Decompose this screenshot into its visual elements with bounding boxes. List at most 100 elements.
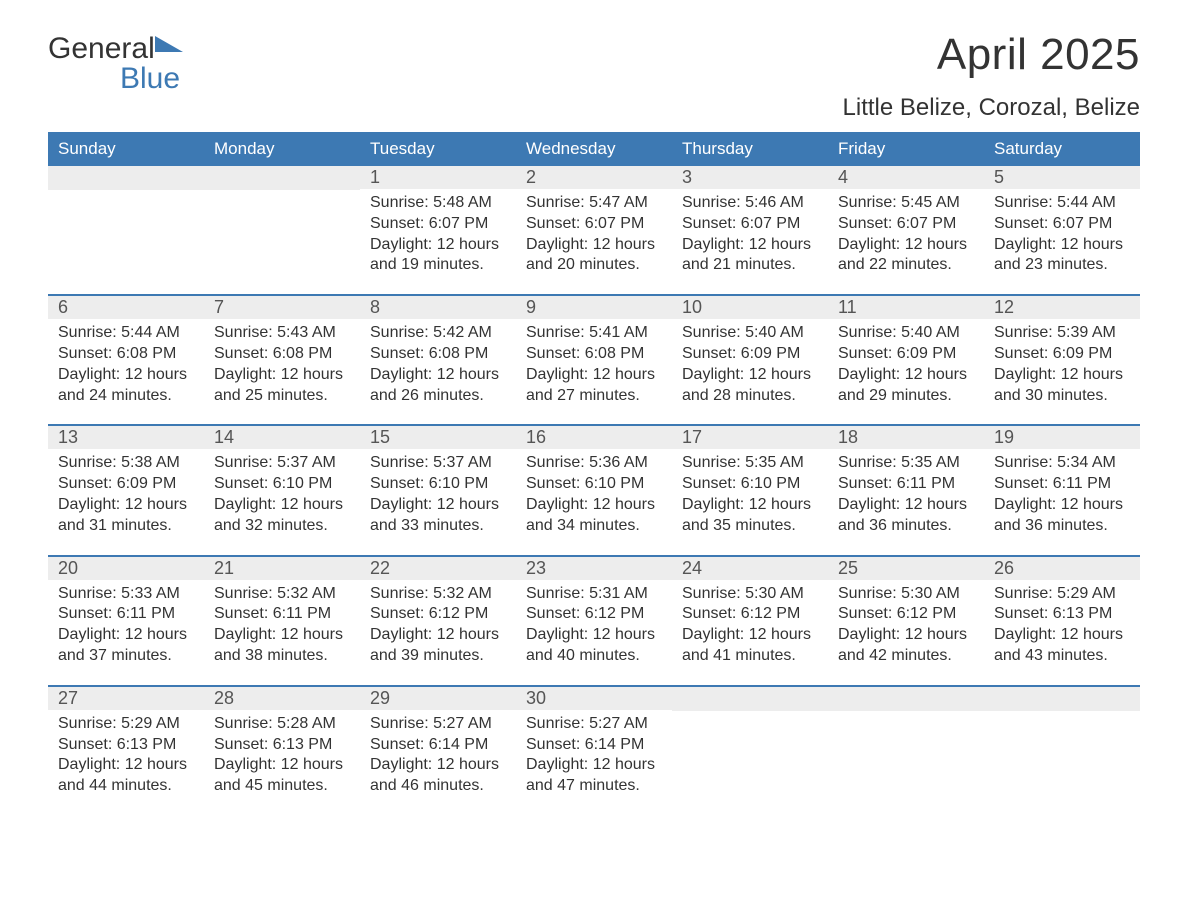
date-number: 23 [516,557,672,580]
date-number: 13 [48,426,204,449]
sunset-text: Sunset: 6:14 PM [526,735,662,756]
date-number: 11 [828,296,984,319]
daylight1-text: Daylight: 12 hours [682,625,818,646]
date-number: 19 [984,426,1140,449]
dayname-fri: Friday [828,132,984,166]
daylight1-text: Daylight: 12 hours [994,625,1130,646]
sunrise-text: Sunrise: 5:37 AM [370,453,506,474]
logo-text-block: General Blue [48,34,183,94]
sunrise-text: Sunrise: 5:42 AM [370,323,506,344]
calendar: Sunday Monday Tuesday Wednesday Thursday… [48,132,1140,815]
sunrise-text: Sunrise: 5:45 AM [838,193,974,214]
day-cell: 11Sunrise: 5:40 AMSunset: 6:09 PMDayligh… [828,296,984,424]
day-cell: 18Sunrise: 5:35 AMSunset: 6:11 PMDayligh… [828,426,984,554]
sunrise-text: Sunrise: 5:39 AM [994,323,1130,344]
daylight1-text: Daylight: 12 hours [994,495,1130,516]
day-cell: 14Sunrise: 5:37 AMSunset: 6:10 PMDayligh… [204,426,360,554]
daylight2-text: and 34 minutes. [526,516,662,537]
daylight2-text: and 44 minutes. [58,776,194,797]
day-info: Sunrise: 5:32 AMSunset: 6:11 PMDaylight:… [214,584,350,667]
dayname-tue: Tuesday [360,132,516,166]
dayname-thu: Thursday [672,132,828,166]
sunset-text: Sunset: 6:10 PM [526,474,662,495]
sunrise-text: Sunrise: 5:27 AM [526,714,662,735]
date-number: 17 [672,426,828,449]
day-cell [672,687,828,815]
daylight2-text: and 19 minutes. [370,255,506,276]
day-cell: 7Sunrise: 5:43 AMSunset: 6:08 PMDaylight… [204,296,360,424]
date-number: 7 [204,296,360,319]
sunrise-text: Sunrise: 5:40 AM [682,323,818,344]
sunset-text: Sunset: 6:12 PM [370,604,506,625]
sunrise-text: Sunrise: 5:34 AM [994,453,1130,474]
daylight1-text: Daylight: 12 hours [838,365,974,386]
sunrise-text: Sunrise: 5:33 AM [58,584,194,605]
sunset-text: Sunset: 6:08 PM [58,344,194,365]
daylight2-text: and 36 minutes. [838,516,974,537]
dayname-sun: Sunday [48,132,204,166]
day-cell: 13 Sunrise: 5:38 AMSunset: 6:09 PMDayligh… [48,426,204,554]
sunrise-text: Sunrise: 5:36 AM [526,453,662,474]
daylight2-text: and 37 minutes. [58,646,194,667]
sunset-text: Sunset: 6:10 PM [370,474,506,495]
day-cell: 22 Sunrise: 5:32 AMSunset: 6:12 PMDayligh… [360,557,516,685]
sunrise-text: Sunrise: 5:31 AM [526,584,662,605]
day-info: Sunrise: 5:35 AMSunset: 6:10 PMDaylight:… [682,453,818,536]
day-info: Sunrise: 5:28 AMSunset: 6:13 PMDaylight:… [214,714,350,797]
week-row: 20Sunrise: 5:33 AMSunset: 6:11 PMDayligh… [48,555,1140,685]
day-info: Sunrise: 5:34 AMSunset: 6:11 PMDaylight:… [994,453,1130,536]
daylight1-text: Daylight: 12 hours [370,365,506,386]
dayname-wed: Wednesday [516,132,672,166]
sunrise-text: Sunrise: 5:32 AM [214,584,350,605]
sunrise-text: Sunrise: 5:27 AM [370,714,506,735]
week-row: 1Sunrise: 5:48 AMSunset: 6:07 PMDaylight… [48,166,1140,294]
sunset-text: Sunset: 6:07 PM [682,214,818,235]
day-info: Sunrise: 5:27 AMSunset: 6:14 PMDaylight:… [370,714,506,797]
day-info: Sunrise: 5:38 AMSunset: 6:09 PMDaylight:… [58,453,194,536]
day-info: Sunrise: 5:37 AMSunset: 6:10 PMDaylight:… [370,453,506,536]
daylight2-text: and 36 minutes. [994,516,1130,537]
sunrise-text: Sunrise: 5:48 AM [370,193,506,214]
sunrise-text: Sunrise: 5:37 AM [214,453,350,474]
sunrise-text: Sunrise: 5:29 AM [58,714,194,735]
date-number: 18 [828,426,984,449]
date-number: 3 [672,166,828,189]
sunset-text: Sunset: 6:08 PM [214,344,350,365]
daylight2-text: and 27 minutes. [526,386,662,407]
date-number: 29 [360,687,516,710]
daylight2-text: and 20 minutes. [526,255,662,276]
day-cell: 30Sunrise: 5:27 AMSunset: 6:14 PMDayligh… [516,687,672,815]
daylight1-text: Daylight: 12 hours [526,365,662,386]
daylight1-text: Daylight: 12 hours [682,495,818,516]
day-info: Sunrise: 5:31 AMSunset: 6:12 PMDaylight:… [526,584,662,667]
sunrise-text: Sunrise: 5:29 AM [994,584,1130,605]
date-number: 24 [672,557,828,580]
day-cell: 12Sunrise: 5:39 AMSunset: 6:09 PMDayligh… [984,296,1140,424]
day-cell: 16Sunrise: 5:36 AMSunset: 6:10 PMDayligh… [516,426,672,554]
daylight1-text: Daylight: 12 hours [526,495,662,516]
day-cell: 29 Sunrise: 5:27 AMSunset: 6:14 PMDayligh… [360,687,516,815]
logo-triangle-icon [155,34,183,59]
sunset-text: Sunset: 6:10 PM [682,474,818,495]
day-cell: 19 Sunrise: 5:34 AMSunset: 6:11 PMDayligh… [984,426,1140,554]
date-number: 8 [360,296,516,319]
day-cell: 9Sunrise: 5:41 AMSunset: 6:08 PMDaylight… [516,296,672,424]
sunset-text: Sunset: 6:13 PM [994,604,1130,625]
daylight2-text: and 32 minutes. [214,516,350,537]
sunrise-text: Sunrise: 5:32 AM [370,584,506,605]
daylight1-text: Daylight: 12 hours [214,755,350,776]
week-row: 13 Sunrise: 5:38 AMSunset: 6:09 PMDayligh… [48,424,1140,554]
daylight1-text: Daylight: 12 hours [214,365,350,386]
sunset-text: Sunset: 6:12 PM [526,604,662,625]
day-cell: 6Sunrise: 5:44 AMSunset: 6:08 PMDaylight… [48,296,204,424]
day-info: Sunrise: 5:44 AMSunset: 6:08 PMDaylight:… [58,323,194,406]
daylight2-text: and 31 minutes. [58,516,194,537]
date-number: 22 [360,557,516,580]
sunrise-text: Sunrise: 5:44 AM [994,193,1130,214]
month-title: April 2025 [843,30,1140,80]
day-info: Sunrise: 5:30 AMSunset: 6:12 PMDaylight:… [682,584,818,667]
daylight1-text: Daylight: 12 hours [526,755,662,776]
daylight2-text: and 29 minutes. [838,386,974,407]
daylight2-text: and 26 minutes. [370,386,506,407]
daylight1-text: Daylight: 12 hours [370,625,506,646]
